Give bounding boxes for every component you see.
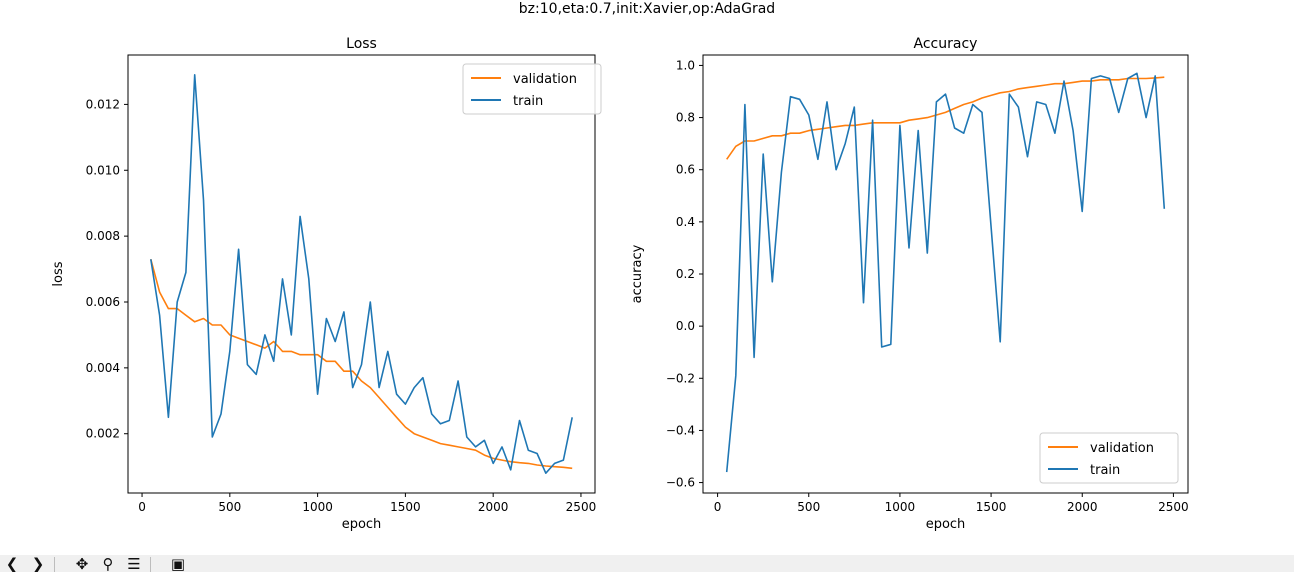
y-tick-label: −0.2 xyxy=(666,371,695,385)
arrow-left-icon: ❮ xyxy=(5,555,19,572)
loss-chart: 0 500 1000 1500 2000 2500 0.002 0.004 0.006 0.008… xyxy=(51,36,602,532)
y-tick-label: 0.010 xyxy=(86,163,120,177)
accuracy-chart: 0 500 1000 1500 2000 2500 −0.6 −0.4 −0.2 0.0 0.2 0.… xyxy=(630,36,1189,532)
legend-label-train: train xyxy=(1090,463,1120,478)
x-axis-label: epoch xyxy=(342,517,382,532)
x-tick-label: 500 xyxy=(218,500,241,514)
legend-label-validation: validation xyxy=(513,72,577,87)
pan-button[interactable]: ✥ xyxy=(72,556,92,572)
forward-button[interactable]: ❯ xyxy=(28,556,48,572)
y-tick-label: 0.6 xyxy=(676,163,695,177)
y-tick-label: 0.0 xyxy=(676,319,695,333)
arrow-right-icon: ❯ xyxy=(31,555,45,572)
legend-box xyxy=(462,63,602,115)
move-icon: ✥ xyxy=(75,555,89,572)
series-line-train xyxy=(150,74,573,475)
y-tick-label: 0.4 xyxy=(676,215,695,229)
x-axis-label: epoch xyxy=(926,517,966,532)
series-line-validation xyxy=(150,258,573,470)
zoom-icon: ⚲ xyxy=(102,555,114,572)
y-tick-label: 0.8 xyxy=(676,111,695,125)
axes-frame xyxy=(702,54,1189,494)
toolbar-separator xyxy=(150,557,151,572)
x-tick-label: 500 xyxy=(797,500,820,514)
legend: validation train xyxy=(462,63,602,115)
y-tick-label: −0.6 xyxy=(666,476,695,490)
series-line-train xyxy=(725,72,1166,473)
legend: validation train xyxy=(1039,432,1179,484)
y-tick-label: 0.008 xyxy=(86,229,120,243)
x-tick-label: 2500 xyxy=(566,500,597,514)
x-tick-label: 0 xyxy=(138,500,146,514)
back-button[interactable]: ❮ xyxy=(2,556,22,572)
x-tick-label: 1500 xyxy=(976,500,1007,514)
y-tick-label: 0.006 xyxy=(86,295,120,309)
y-tick-label: 0.002 xyxy=(86,427,120,441)
x-tick-label: 1500 xyxy=(390,500,421,514)
legend-label-validation: validation xyxy=(1090,441,1154,456)
x-tick-label: 1000 xyxy=(885,500,916,514)
chart-title: Loss xyxy=(346,36,377,52)
y-tick-label: 0.2 xyxy=(676,267,695,281)
configure-subplots-button[interactable]: ☰ xyxy=(124,556,144,572)
y-tick-label: 0.012 xyxy=(86,97,120,111)
x-tick-label: 1000 xyxy=(302,500,333,514)
axes-frame xyxy=(127,54,596,494)
zoom-button[interactable]: ⚲ xyxy=(98,556,118,572)
toolbar-separator xyxy=(54,557,55,572)
save-icon: ▣ xyxy=(170,555,186,572)
y-axis-label: accuracy xyxy=(630,244,645,303)
x-tick-label: 2500 xyxy=(1158,500,1189,514)
x-tick-label: 2000 xyxy=(1067,500,1098,514)
figure-canvas: bz:10,eta:0.7,init:Xavier,op:AdaGrad 0 50… xyxy=(51,1,1189,532)
y-tick-label: 1.0 xyxy=(676,58,695,72)
x-tick-label: 2000 xyxy=(478,500,509,514)
x-tick-label: 0 xyxy=(714,500,722,514)
save-button[interactable]: ▣ xyxy=(168,556,188,572)
y-tick-label: −0.4 xyxy=(666,423,695,437)
legend-label-train: train xyxy=(513,94,543,109)
chart-title: Accuracy xyxy=(914,36,978,52)
y-tick-label: 0.004 xyxy=(86,361,120,375)
sliders-icon: ☰ xyxy=(127,555,141,572)
figure-suptitle: bz:10,eta:0.7,init:Xavier,op:AdaGrad xyxy=(519,1,775,17)
navigation-toolbar: ❮ ❯ ✥ ⚲ ☰ ▣ xyxy=(0,555,1294,572)
y-axis-label: loss xyxy=(51,261,66,286)
series-line-validation xyxy=(726,76,1165,160)
legend-box xyxy=(1039,432,1179,484)
